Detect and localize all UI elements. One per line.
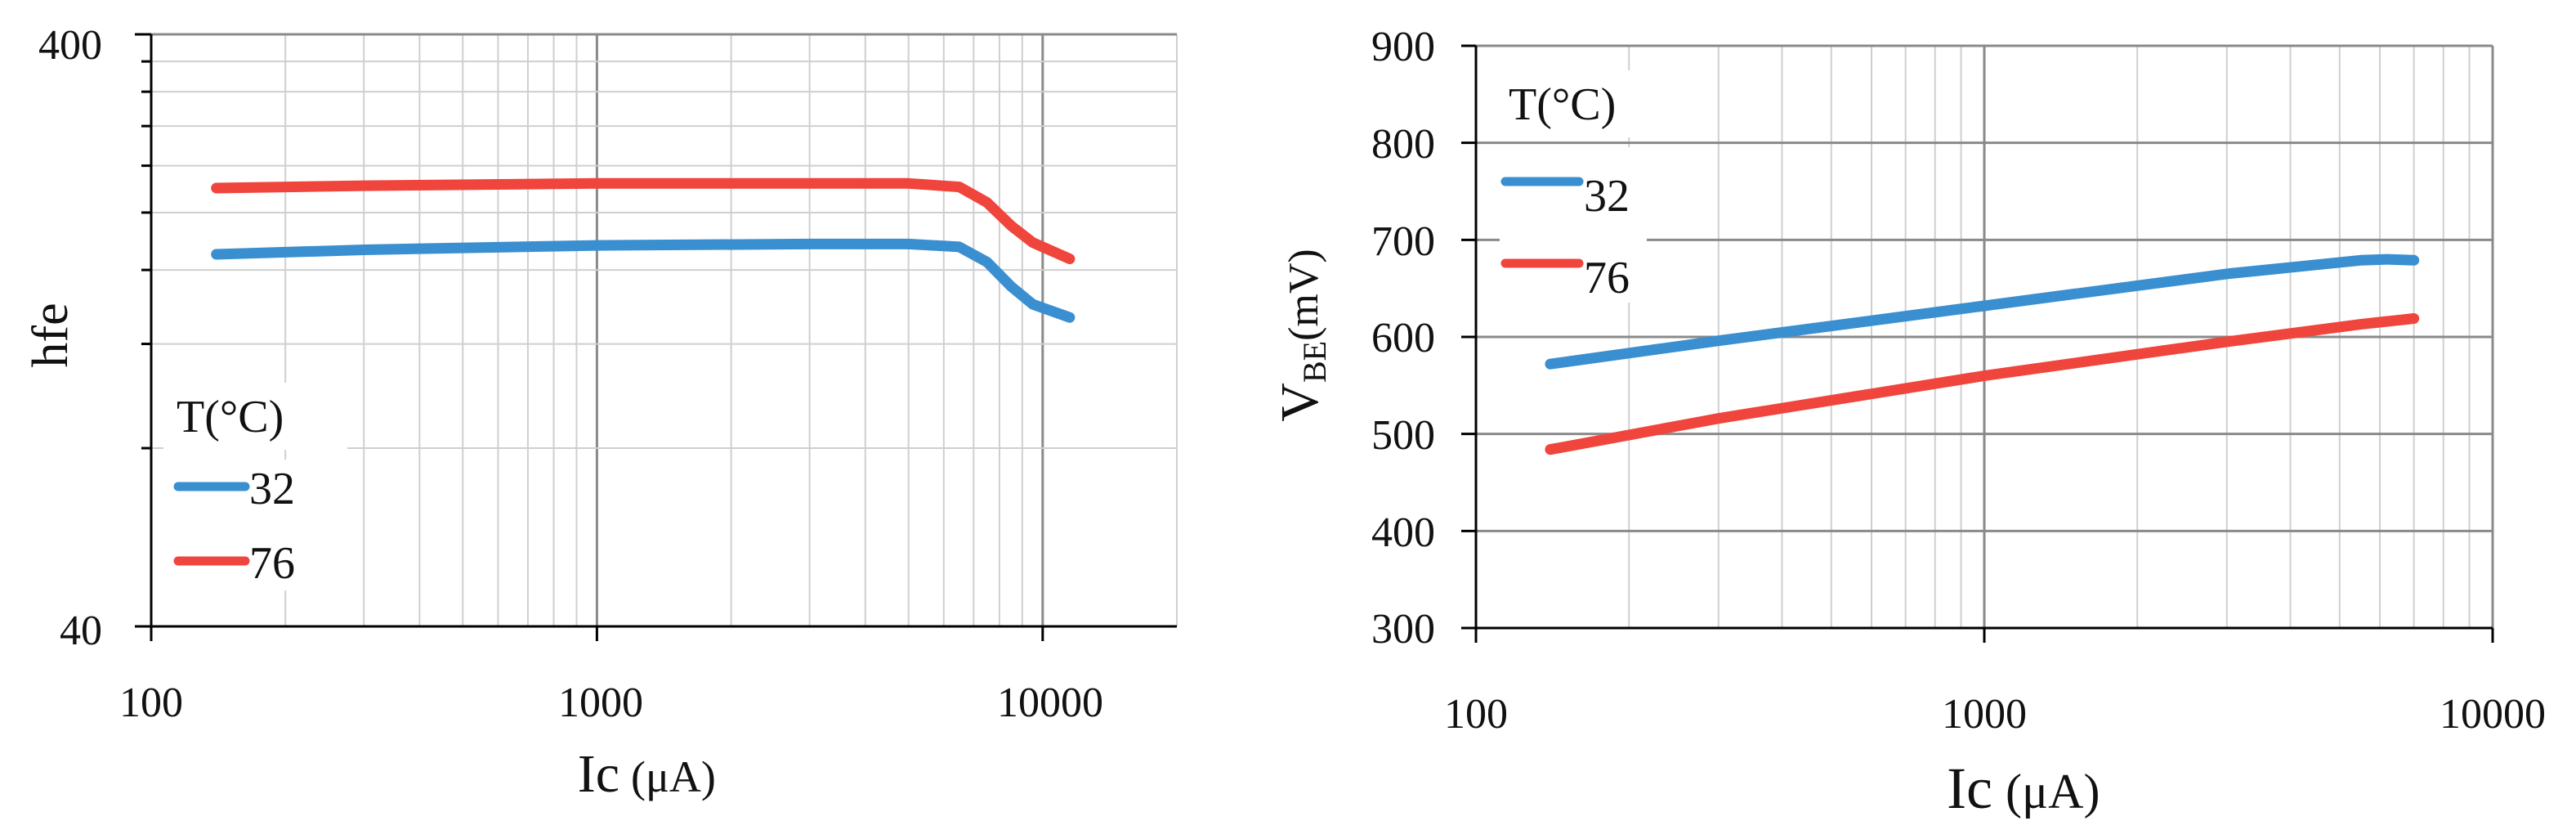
hfe-legend: T(°C) 32 76 bbox=[163, 383, 347, 590]
vbe-y-tick-label-700: 700 bbox=[1371, 218, 1435, 265]
vbe-x-tick-label-10000: 10000 bbox=[2440, 691, 2546, 738]
hfe-legend-title: T(°C) bbox=[177, 392, 284, 442]
hfe-chart: 400 40 100 1000 10000 Ic (μA) hfe T(°C) … bbox=[23, 22, 1178, 804]
vbe-y-axis-title-unit: (mV) bbox=[1281, 249, 1327, 341]
hfe-x-tick-marks bbox=[150, 626, 1044, 641]
vbe-legend-title: T(°C) bbox=[1509, 79, 1616, 130]
vbe-y-tick-label-300: 300 bbox=[1371, 606, 1435, 653]
hfe-plot-area bbox=[151, 34, 1177, 626]
hfe-y-tick-label-40: 40 bbox=[60, 608, 102, 654]
vbe-legend-label-32: 32 bbox=[1584, 171, 1630, 222]
vbe-x-axis-title: Ic bbox=[1947, 756, 1992, 821]
hfe-legend-entries-bg bbox=[173, 460, 316, 590]
vbe-y-tick-label-900: 900 bbox=[1371, 24, 1435, 70]
vbe-x-tick-label-1000: 1000 bbox=[1942, 691, 2027, 738]
vbe-y-tick-label-800: 800 bbox=[1371, 121, 1435, 168]
hfe-series-lines bbox=[211, 177, 1076, 323]
hfe-y-tick-marks bbox=[135, 33, 151, 628]
vbe-x-axis-unit: (μA) bbox=[2006, 765, 2100, 819]
vbe-legend-label-76: 76 bbox=[1584, 253, 1630, 303]
vbe-chart: 300 400 500 600 700 800 900 100 1000 100… bbox=[1270, 24, 2546, 821]
hfe-x-axis-unit: (μA) bbox=[631, 752, 716, 801]
hfe-legend-title-bg bbox=[163, 383, 347, 450]
hfe-x-tick-label-100: 100 bbox=[119, 680, 183, 726]
vbe-x-tick-label-100: 100 bbox=[1444, 691, 1508, 738]
hfe-y-tick-label-400: 400 bbox=[38, 22, 102, 69]
vbe-gridlines bbox=[1476, 44, 2494, 628]
hfe-legend-label-32: 32 bbox=[249, 464, 295, 514]
vbe-series-line-32 bbox=[1545, 253, 2420, 370]
vbe-y-axis-title-main: V bbox=[1270, 383, 1330, 422]
vbe-series-lines bbox=[1545, 253, 2420, 455]
vbe-legend: T(°C) 32 76 bbox=[1489, 70, 1673, 303]
vbe-y-axis-title-sub: BE bbox=[1296, 341, 1333, 383]
vbe-y-tick-label-400: 400 bbox=[1371, 509, 1435, 556]
hfe-series-line-76 bbox=[211, 177, 1076, 265]
vbe-y-tick-label-500: 500 bbox=[1371, 412, 1435, 459]
vbe-y-axis-title: VBE(mV) bbox=[1270, 249, 1333, 421]
hfe-gridlines bbox=[150, 33, 1178, 626]
vbe-series-line-76 bbox=[1545, 313, 2420, 455]
hfe-x-tick-label-1000: 1000 bbox=[558, 680, 643, 726]
vbe-legend-entries-bg bbox=[1500, 147, 1647, 303]
vbe-y-tick-label-600: 600 bbox=[1371, 315, 1435, 361]
hfe-series-line-32 bbox=[211, 238, 1076, 323]
hfe-x-tick-label-10000: 10000 bbox=[997, 680, 1103, 726]
hfe-legend-label-76: 76 bbox=[249, 538, 295, 589]
vbe-tick-marks bbox=[1461, 44, 2494, 643]
hfe-x-axis-title: Ic bbox=[578, 744, 619, 804]
hfe-y-axis-title: hfe bbox=[23, 303, 78, 367]
vbe-legend-title-bg bbox=[1489, 70, 1673, 137]
